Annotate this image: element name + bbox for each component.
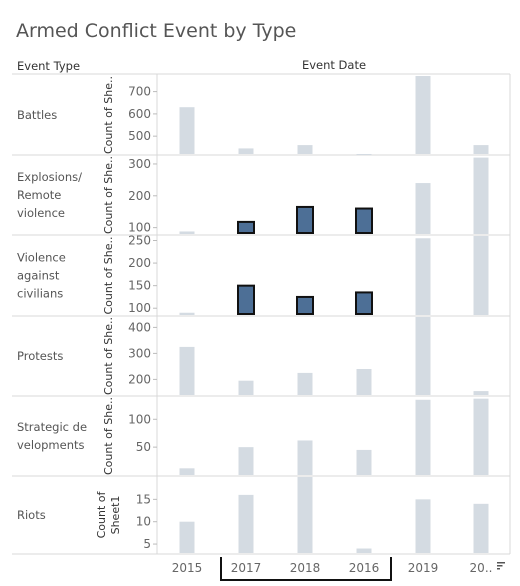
y-tick-label: 300 — [128, 157, 151, 171]
y-axis-title: Count of She.. — [102, 76, 115, 154]
bar — [297, 440, 313, 475]
selection-bracket — [220, 557, 392, 581]
bar — [297, 145, 313, 154]
bar — [179, 468, 195, 475]
x-tick-label: 2017 — [231, 561, 262, 575]
bar-highlighted — [296, 295, 314, 316]
row-label: Riots — [17, 508, 46, 522]
row-label: Remote — [17, 188, 61, 202]
y-tick-label: 10 — [136, 515, 151, 529]
row-label: Violence — [17, 251, 66, 265]
bar-highlighted — [355, 291, 373, 315]
y-tick-label: 100 — [128, 221, 151, 235]
bar — [415, 76, 431, 154]
sort-icon-bar — [497, 568, 500, 570]
bar — [473, 391, 489, 395]
x-tick-label: 2015 — [172, 561, 203, 575]
bar — [238, 380, 254, 395]
bar — [179, 107, 195, 154]
bar — [356, 548, 372, 553]
y-tick-label: 500 — [128, 129, 151, 143]
row-label: against — [17, 269, 60, 283]
bar — [179, 346, 195, 395]
sort-icon-bar — [497, 562, 505, 564]
y-axis-title: Count of She.. — [102, 237, 115, 315]
bar — [473, 236, 489, 315]
y-tick-label: 50 — [136, 440, 151, 454]
x-tick-label: 2019 — [408, 561, 439, 575]
x-tick-label: 2016 — [349, 561, 380, 575]
bar — [179, 521, 195, 553]
bar — [473, 503, 489, 553]
y-tick-label: 200 — [128, 372, 151, 386]
row-label: Protests — [17, 349, 63, 363]
bar — [356, 369, 372, 395]
row-label: velopments — [17, 438, 84, 452]
y-tick-label: 15 — [136, 492, 151, 506]
row-label: Strategic de — [17, 420, 87, 434]
y-tick-label: 300 — [128, 346, 151, 360]
bar — [238, 494, 254, 553]
sort-descending-icon[interactable] — [497, 562, 505, 570]
column-field-header: Event Date — [302, 58, 366, 72]
bar — [473, 145, 489, 154]
bar-highlighted — [237, 220, 255, 234]
bar — [356, 154, 372, 155]
bar — [238, 148, 254, 154]
bar — [415, 238, 431, 315]
bar — [415, 317, 431, 395]
y-tick-label: 200 — [128, 189, 151, 203]
bar — [179, 231, 195, 234]
y-axis-title: Count of She.. — [102, 317, 115, 395]
y-tick-label: 600 — [128, 107, 151, 121]
y-tick-label: 400 — [128, 320, 151, 334]
bar — [473, 157, 489, 234]
bar — [297, 372, 313, 395]
bar-highlighted — [355, 207, 373, 234]
row-field-header: Event Type — [17, 59, 80, 73]
bar — [356, 449, 372, 475]
bar — [179, 312, 195, 315]
y-tick-label: 5 — [143, 537, 151, 551]
row-label: violence — [17, 206, 65, 220]
y-axis-title: Count of — [95, 490, 108, 538]
y-tick-label: 250 — [128, 234, 151, 248]
x-tick-label: 20.. — [470, 561, 493, 575]
bar — [473, 398, 489, 475]
bar — [415, 183, 431, 234]
x-tick-label: 2018 — [290, 561, 321, 575]
y-tick-label: 150 — [128, 279, 151, 293]
row-label: civilians — [17, 287, 63, 301]
sort-icon-bar — [497, 565, 503, 567]
bar-highlighted — [237, 284, 255, 315]
y-tick-label: 100 — [128, 412, 151, 426]
y-axis-title: Count of She.. — [102, 156, 115, 234]
bar — [415, 399, 431, 475]
y-tick-label: 200 — [128, 256, 151, 270]
y-axis-title: Count of She.. — [102, 397, 115, 475]
chart-title: Armed Conflict Event by Type — [16, 20, 297, 42]
y-tick-label: 100 — [128, 301, 151, 315]
bar-highlighted — [296, 205, 314, 235]
bar — [297, 477, 313, 553]
y-tick-label: 700 — [128, 85, 151, 99]
y-axis-title: Sheet1 — [109, 496, 122, 535]
bar — [415, 499, 431, 553]
row-label: Battles — [17, 108, 57, 122]
row-label: Explosions/ — [17, 170, 82, 184]
bar — [238, 447, 254, 475]
